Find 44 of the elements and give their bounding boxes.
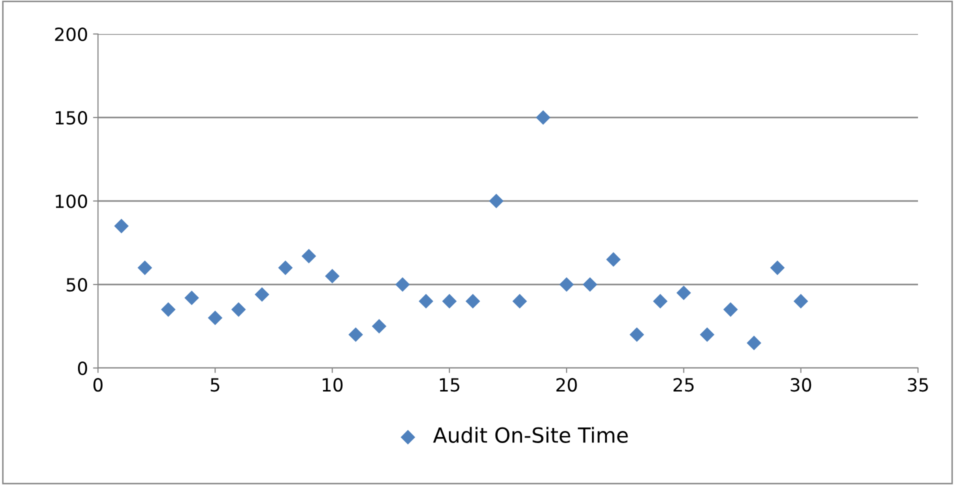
x-tick-label: 5	[210, 378, 220, 392]
point	[114, 218, 129, 234]
x-tick-label: 10	[322, 378, 343, 392]
x-tick-label: 35	[908, 378, 928, 392]
point	[161, 302, 176, 317]
point	[418, 294, 434, 308]
x-tick-label: 30	[790, 378, 812, 392]
point	[770, 260, 785, 276]
point	[746, 336, 762, 350]
point	[395, 277, 410, 292]
point	[208, 310, 222, 326]
legend-label: Audit On-Site Time	[433, 426, 628, 443]
point	[325, 268, 340, 284]
x-tick-label: 0	[93, 378, 103, 392]
point	[723, 302, 738, 317]
x-tick-label: 15	[440, 378, 460, 392]
point	[278, 260, 293, 276]
y-tick-label: 150	[56, 110, 88, 125]
y-tick-label: 100	[56, 194, 88, 208]
point	[138, 260, 152, 276]
point	[794, 294, 808, 308]
y-tick-label: 200	[55, 27, 88, 42]
x-tick-label: 25	[674, 378, 694, 392]
y-tick-label: 0	[78, 361, 88, 376]
point	[559, 277, 574, 292]
point	[489, 194, 504, 208]
point	[630, 327, 644, 342]
point	[348, 327, 363, 342]
point	[700, 327, 714, 342]
point	[512, 294, 527, 308]
point	[302, 248, 316, 264]
point	[582, 277, 598, 292]
point	[676, 286, 691, 300]
point	[653, 294, 668, 308]
point	[231, 302, 246, 317]
point	[372, 318, 386, 334]
point	[254, 287, 270, 302]
point	[606, 252, 621, 267]
point	[184, 290, 199, 306]
point	[466, 294, 480, 308]
point	[442, 294, 457, 308]
point	[536, 110, 550, 125]
y-tick-label: 50	[66, 278, 88, 292]
x-tick-label: 20	[556, 378, 577, 392]
